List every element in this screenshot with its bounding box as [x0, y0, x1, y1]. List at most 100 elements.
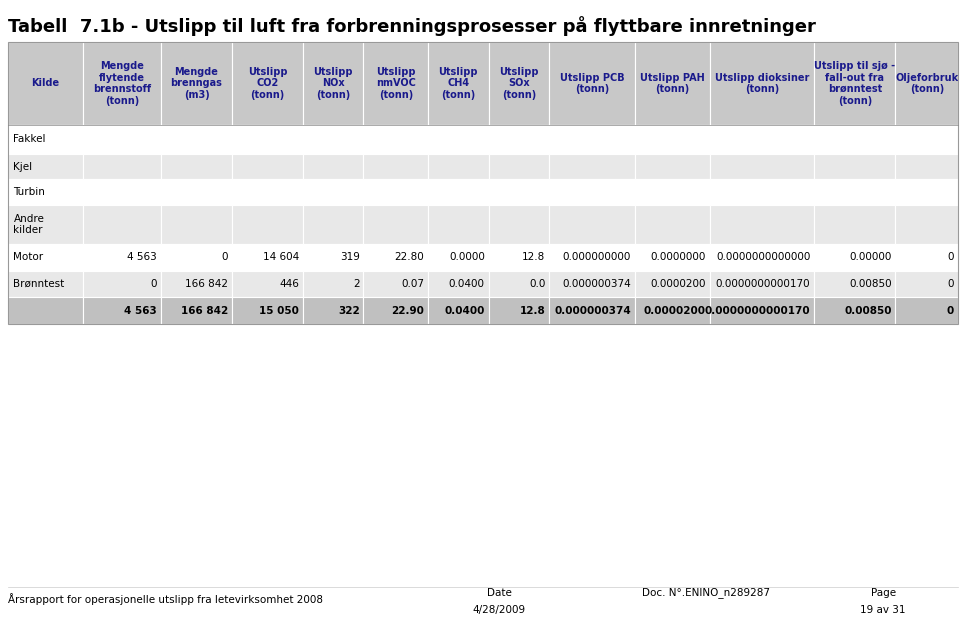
Bar	[161, 125, 232, 154]
Text: 0.0000000: 0.0000000	[651, 252, 706, 262]
Text: Utslipp PCB
(tonn): Utslipp PCB (tonn)	[560, 72, 624, 94]
Bar	[8, 271, 83, 297]
Text: 0.0400: 0.0400	[448, 279, 485, 289]
Text: Utslipp
SOx
(tonn): Utslipp SOx (tonn)	[499, 67, 539, 100]
Text: 0: 0	[947, 306, 954, 316]
Bar	[635, 244, 709, 271]
Bar	[232, 297, 303, 324]
Text: Utslipp PAH
(tonn): Utslipp PAH (tonn)	[640, 72, 705, 94]
Bar	[896, 179, 958, 205]
Bar	[303, 297, 364, 324]
Bar	[232, 244, 303, 271]
Bar	[814, 271, 896, 297]
Text: 0.000000374: 0.000000374	[554, 306, 631, 316]
Text: 446: 446	[279, 279, 300, 289]
Bar	[428, 297, 489, 324]
Bar	[8, 179, 83, 205]
Bar	[709, 179, 814, 205]
Bar	[303, 42, 364, 125]
Bar	[709, 42, 814, 125]
Bar	[709, 154, 814, 179]
Bar	[814, 244, 896, 271]
Bar	[161, 42, 232, 125]
Bar	[428, 42, 489, 125]
Text: Utslipp
CO2
(tonn): Utslipp CO2 (tonn)	[248, 67, 287, 100]
Bar	[896, 271, 958, 297]
Bar	[489, 297, 549, 324]
Text: 0.0000000000170: 0.0000000000170	[705, 306, 810, 316]
Bar	[8, 297, 83, 324]
Text: 0: 0	[948, 252, 954, 262]
Bar	[303, 271, 364, 297]
Text: Doc. N°.ENINO_n289287: Doc. N°.ENINO_n289287	[641, 587, 770, 599]
Bar	[489, 125, 549, 154]
Text: Utslipp
NOx
(tonn): Utslipp NOx (tonn)	[313, 67, 353, 100]
Text: 0.0000: 0.0000	[449, 252, 485, 262]
Bar	[303, 125, 364, 154]
Bar	[896, 297, 958, 324]
Bar	[635, 154, 709, 179]
Bar	[303, 154, 364, 179]
Text: 0.000000374: 0.000000374	[563, 279, 631, 289]
Bar	[896, 244, 958, 271]
Bar	[232, 154, 303, 179]
Bar	[161, 271, 232, 297]
Bar	[709, 271, 814, 297]
Bar	[8, 42, 83, 125]
Bar	[896, 205, 958, 244]
Bar	[232, 42, 303, 125]
Text: 0.00850: 0.00850	[844, 306, 892, 316]
Bar	[896, 42, 958, 125]
Text: 4 563: 4 563	[125, 306, 157, 316]
Bar	[364, 125, 428, 154]
Bar	[709, 244, 814, 271]
Text: 12.8: 12.8	[522, 252, 545, 262]
Bar	[161, 297, 232, 324]
Bar	[8, 244, 83, 271]
Bar	[709, 125, 814, 154]
Text: Tabell  7.1b - Utslipp til luft fra forbrenningsprosesser på flyttbare innretnin: Tabell 7.1b - Utslipp til luft fra forbr…	[8, 16, 816, 36]
Bar	[489, 271, 549, 297]
Text: Kjel: Kjel	[13, 162, 33, 172]
Text: 0.00000: 0.00000	[850, 252, 892, 262]
Text: 0.0000000000000: 0.0000000000000	[716, 252, 810, 262]
Text: 322: 322	[338, 306, 360, 316]
Text: Andre
kilder: Andre kilder	[13, 213, 44, 235]
Bar	[709, 297, 814, 324]
Bar	[8, 154, 83, 179]
Text: 0.000000000: 0.000000000	[563, 252, 631, 262]
Bar	[814, 205, 896, 244]
Bar	[814, 154, 896, 179]
Bar	[549, 297, 635, 324]
Text: Utslipp
CH4
(tonn): Utslipp CH4 (tonn)	[439, 67, 478, 100]
Bar	[635, 297, 709, 324]
Bar	[814, 42, 896, 125]
Bar	[549, 205, 635, 244]
Text: Mengde
brenngas
(m3): Mengde brenngas (m3)	[171, 67, 223, 100]
Bar	[489, 154, 549, 179]
Text: Brønntest: Brønntest	[13, 279, 64, 289]
Bar	[232, 205, 303, 244]
Bar	[8, 42, 958, 324]
Bar	[549, 271, 635, 297]
Bar	[635, 271, 709, 297]
Text: Utslipp
nmVOC
(tonn): Utslipp nmVOC (tonn)	[375, 67, 416, 100]
Bar	[549, 244, 635, 271]
Bar	[83, 244, 161, 271]
Bar	[549, 42, 635, 125]
Text: 19 av 31: 19 av 31	[860, 605, 906, 615]
Text: Utslipp til sjø -
fall-out fra
brønntest
(tonn): Utslipp til sjø - fall-out fra brønntest…	[814, 61, 896, 106]
Bar	[303, 205, 364, 244]
Bar	[549, 179, 635, 205]
Text: Turbin: Turbin	[13, 187, 45, 197]
Bar	[161, 244, 232, 271]
Text: 0.00850: 0.00850	[849, 279, 892, 289]
Bar	[428, 154, 489, 179]
Bar	[364, 297, 428, 324]
Text: Kilde: Kilde	[31, 78, 60, 88]
Bar	[428, 179, 489, 205]
Text: Date: Date	[487, 588, 512, 598]
Text: 12.8: 12.8	[519, 306, 545, 316]
Bar	[232, 179, 303, 205]
Bar	[364, 154, 428, 179]
